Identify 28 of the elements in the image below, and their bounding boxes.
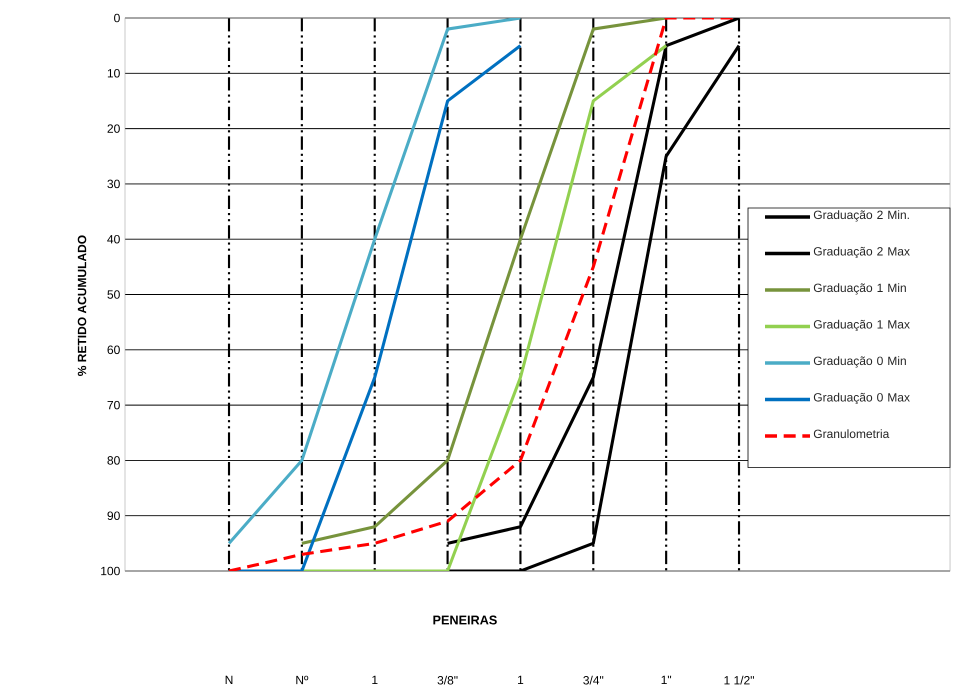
legend-label: Graduação 2 Min.	[814, 210, 909, 222]
x-tick-label: 1 1/2"	[724, 676, 754, 685]
y-tick-label: 50	[107, 290, 120, 299]
x-tick-label: N	[226, 676, 232, 684]
x-tick-label: 3/4"	[583, 676, 604, 685]
y-tick-label: 90	[108, 511, 120, 520]
x-tick-label: 1	[372, 676, 378, 684]
legend-label: Graduação 1 Min	[814, 283, 906, 295]
y-tick-label: 40	[107, 234, 120, 244]
legend-label: Granulometria	[814, 429, 890, 438]
legend-label: Graduação 0 Min	[814, 356, 906, 368]
y-tick-label: 60	[108, 346, 120, 354]
y-tick-label: 10	[108, 69, 120, 78]
legend-label: Graduação 2 Max	[814, 246, 910, 258]
x-tick-label: Nº	[296, 676, 308, 684]
y-tick-label: 80	[107, 456, 120, 465]
y-axis-title: % RETIDO ACUMULADO	[78, 235, 86, 376]
y-tick-label: 20	[108, 124, 120, 133]
x-tick-label: 3/8"	[438, 676, 458, 685]
y-tick-label: 70	[108, 400, 120, 410]
y-tick-label: 100	[101, 566, 120, 576]
y-tick-label: 30	[107, 180, 120, 188]
x-tick-label: 1"	[662, 676, 672, 684]
x-axis-title: PENEIRAS	[433, 616, 497, 624]
legend-label: Graduação 0 Max	[814, 392, 910, 404]
legend-label: Graduação 1 Max	[814, 320, 910, 332]
y-tick-label: 0	[114, 14, 120, 22]
x-tick-label: 1	[518, 676, 524, 684]
